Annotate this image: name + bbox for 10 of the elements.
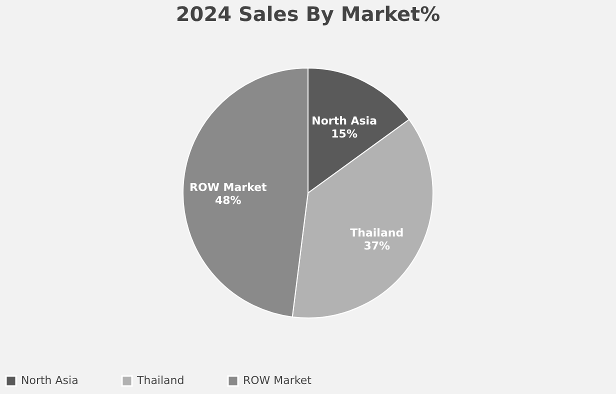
slice-label: ROW Market bbox=[189, 180, 267, 194]
legend-label: ROW Market bbox=[243, 374, 312, 387]
legend-label: North Asia bbox=[21, 374, 78, 387]
legend-label: Thailand bbox=[136, 374, 184, 387]
slice-label: North Asia bbox=[312, 114, 378, 128]
data-label: 15% bbox=[331, 128, 358, 141]
slice-label: Thailand bbox=[350, 226, 404, 240]
chart-title: 2024 Sales By Market% bbox=[176, 2, 440, 26]
data-label: 48% bbox=[214, 194, 242, 207]
data-label: 37% bbox=[364, 240, 390, 253]
